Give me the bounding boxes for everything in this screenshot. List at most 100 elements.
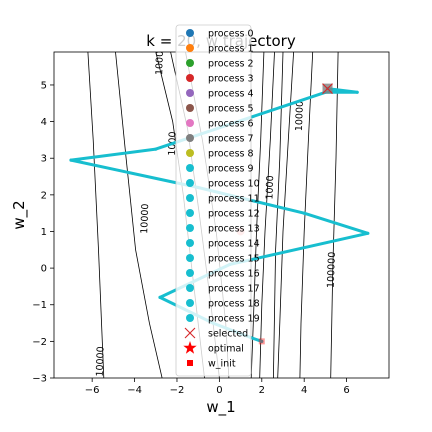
legend-marker-circle — [186, 134, 194, 142]
legend-label: w_init — [208, 359, 236, 370]
legend-label: process 8 — [208, 149, 254, 160]
y-tick-label: −1 — [32, 300, 47, 311]
legend-item: process 4 — [186, 89, 254, 100]
y-axis-label: w_2 — [10, 200, 29, 229]
contour-line — [250, 52, 265, 378]
legend-marker-circle — [186, 209, 194, 217]
legend-item: process 7 — [186, 134, 254, 145]
x-tick-label: 2 — [259, 385, 265, 396]
legend-item: process 5 — [186, 104, 254, 115]
legend-label: process 6 — [208, 119, 254, 130]
trajectory-point — [158, 295, 162, 299]
legend-marker-square — [187, 360, 193, 366]
legend-marker-x — [184, 327, 196, 339]
legend-item: process 13 — [186, 224, 260, 235]
legend-item: selected — [184, 327, 248, 340]
trajectory-point — [302, 211, 306, 215]
contour-label: 10000 — [139, 203, 151, 234]
legend: process 0 process 1 process 2 process 3 proc… — [175, 24, 260, 377]
legend-label: process 12 — [208, 209, 260, 220]
contour-label: 10000 — [95, 346, 107, 377]
y-tick-label: 1 — [41, 227, 47, 238]
legend-label: process 7 — [208, 134, 254, 145]
legend-label: process 9 — [208, 164, 254, 175]
contour-line — [277, 52, 294, 378]
trajectory-point — [154, 147, 158, 151]
legend-label: process 19 — [208, 314, 260, 325]
legend-item: process 1 — [186, 44, 254, 55]
legend-label: process 1 — [208, 44, 254, 55]
contour-line — [299, 52, 314, 378]
legend-item: process 0 — [186, 29, 254, 40]
w-init-marker — [258, 338, 265, 345]
legend-marker-circle — [186, 194, 194, 202]
trajectory-point — [355, 90, 359, 94]
legend-marker-circle — [186, 284, 194, 292]
contour-label: 1000 — [154, 51, 166, 76]
legend-label: process 11 — [208, 194, 260, 205]
legend-label: optimal — [208, 344, 244, 355]
legend-item: w_init — [187, 359, 236, 370]
trajectory-point — [366, 231, 370, 235]
legend-marker-circle — [186, 44, 194, 52]
legend-marker-circle — [186, 179, 194, 187]
legend-marker-circle — [186, 299, 194, 307]
legend-label: process 10 — [208, 179, 260, 190]
legend-item: process 18 — [186, 299, 260, 310]
contour-label: 1000 — [264, 175, 276, 200]
legend-label: process 0 — [208, 29, 254, 40]
legend-marker-circle — [186, 314, 194, 322]
x-tick-label: 0 — [216, 385, 222, 396]
legend-label: process 5 — [208, 104, 254, 115]
legend-marker-circle — [186, 104, 194, 112]
legend-marker-circle — [186, 29, 194, 37]
contour-line — [87, 52, 105, 378]
legend-label: process 17 — [208, 284, 260, 295]
y-axis: −3 −2 −1 0 1 2 3 4 5 — [32, 80, 54, 385]
legend-item: process 9 — [186, 164, 254, 175]
legend-label: process 14 — [208, 239, 260, 250]
legend-item: process 10 — [186, 179, 260, 190]
legend-marker-circle — [186, 149, 194, 157]
legend-label: process 16 — [208, 269, 260, 280]
y-tick-label: −3 — [32, 374, 47, 385]
legend-label: selected — [208, 329, 248, 340]
legend-marker-circle — [186, 269, 194, 277]
legend-item: process 19 — [186, 314, 260, 325]
y-tick-label: 2 — [41, 190, 47, 201]
contour-label: 100000 — [326, 252, 338, 289]
legend-marker-circle — [186, 59, 194, 67]
legend-marker-circle — [186, 89, 194, 97]
y-tick-label: 0 — [41, 264, 47, 275]
legend-label: process 4 — [208, 89, 254, 100]
legend-item: process 11 — [186, 194, 260, 205]
legend-label: process 3 — [208, 74, 254, 85]
legend-box — [175, 24, 252, 377]
contour-line — [273, 52, 284, 378]
contour-line — [115, 52, 163, 378]
legend-item: process 2 — [186, 59, 254, 70]
legend-item: process 8 — [186, 149, 254, 160]
x-tick-label: 4 — [301, 385, 307, 396]
selected-marker — [322, 83, 333, 95]
y-tick-label: 4 — [41, 117, 47, 128]
x-axis-label: w_1 — [206, 398, 235, 417]
legend-item: optimal — [183, 341, 244, 355]
x-axis: −6 −4 −2 0 2 4 6 — [85, 378, 350, 396]
y-tick-label: 5 — [41, 80, 47, 91]
legend-label: process 15 — [208, 254, 260, 265]
legend-label: process 18 — [208, 299, 260, 310]
legend-label: process 2 — [208, 59, 254, 70]
legend-item: process 17 — [186, 284, 260, 295]
y-tick-label: 3 — [41, 154, 47, 165]
contour-label: 10000 — [294, 101, 306, 132]
legend-marker-circle — [186, 239, 194, 247]
y-tick-label: −2 — [32, 337, 47, 348]
x-tick-label: 6 — [343, 385, 349, 396]
legend-marker-circle — [186, 254, 194, 262]
legend-item: process 6 — [186, 119, 254, 130]
legend-marker-circle — [186, 224, 194, 232]
contour-line — [330, 52, 339, 378]
